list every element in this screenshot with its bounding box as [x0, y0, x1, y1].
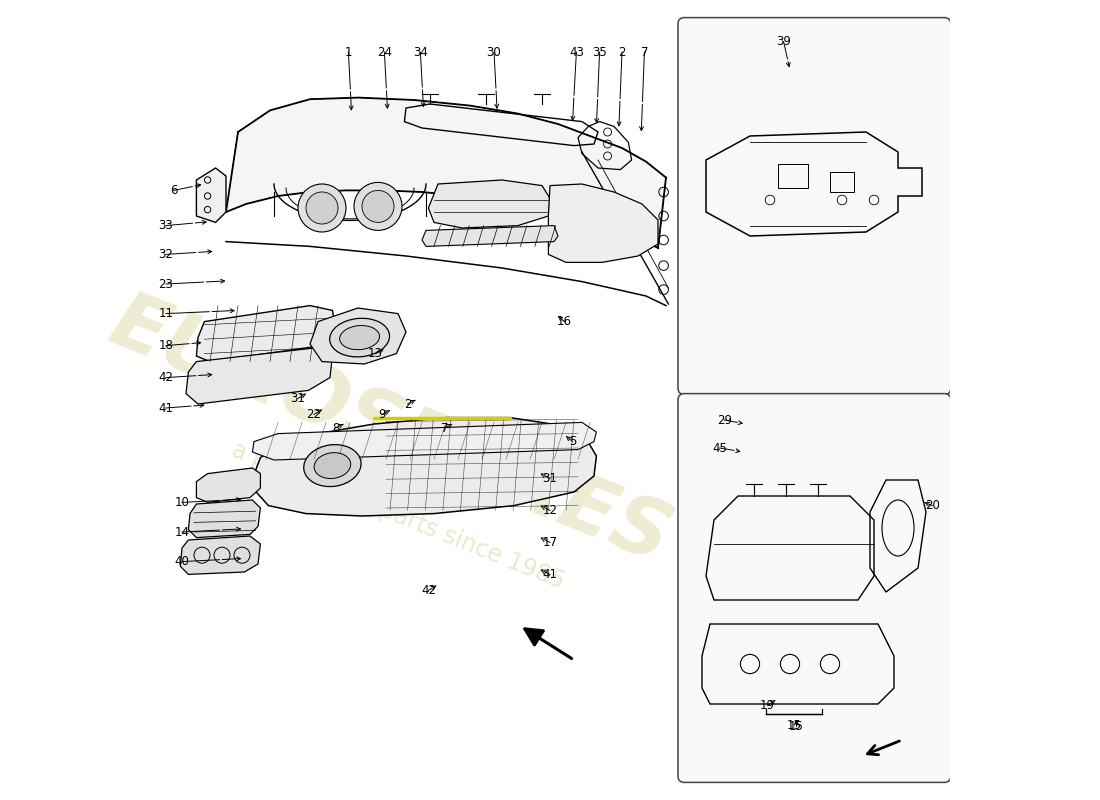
Text: 31: 31	[542, 472, 558, 485]
Text: 22: 22	[307, 408, 321, 421]
Text: 9: 9	[378, 408, 386, 421]
Text: 41: 41	[542, 568, 558, 581]
Ellipse shape	[330, 318, 389, 357]
Text: 8: 8	[332, 422, 339, 434]
Text: 16: 16	[557, 315, 572, 328]
Text: 2: 2	[618, 46, 626, 58]
Text: 5: 5	[569, 435, 576, 448]
Text: 33: 33	[158, 219, 174, 232]
Text: 14: 14	[175, 526, 189, 538]
Text: 15: 15	[786, 719, 802, 732]
Circle shape	[298, 184, 346, 232]
Text: 45: 45	[712, 442, 727, 454]
Text: 11: 11	[158, 307, 174, 320]
Polygon shape	[180, 536, 261, 574]
Polygon shape	[310, 308, 406, 364]
Bar	[778, 164, 808, 188]
Text: 20: 20	[925, 499, 939, 512]
Polygon shape	[197, 468, 261, 502]
Text: 40: 40	[175, 555, 189, 568]
Text: 10: 10	[175, 496, 189, 509]
Text: 12: 12	[542, 504, 558, 517]
Text: 24: 24	[377, 46, 392, 58]
Bar	[830, 172, 854, 192]
Text: 2: 2	[404, 398, 411, 410]
Text: 42: 42	[158, 371, 174, 384]
Text: 17: 17	[542, 536, 558, 549]
Text: 15: 15	[789, 720, 804, 733]
Text: 7: 7	[640, 46, 648, 58]
FancyBboxPatch shape	[678, 394, 950, 782]
Polygon shape	[226, 98, 666, 248]
Text: EUROSPARES: EUROSPARES	[98, 284, 682, 580]
Text: 19: 19	[760, 699, 775, 712]
Polygon shape	[197, 168, 226, 222]
Polygon shape	[549, 184, 658, 262]
Polygon shape	[188, 500, 261, 538]
Polygon shape	[428, 180, 550, 228]
Polygon shape	[186, 348, 332, 404]
Polygon shape	[254, 418, 596, 516]
Text: 18: 18	[158, 339, 174, 352]
Polygon shape	[422, 226, 558, 246]
Text: 6: 6	[170, 184, 178, 197]
Text: 13: 13	[368, 347, 383, 360]
Text: 31: 31	[290, 392, 306, 405]
Text: 29: 29	[717, 414, 732, 426]
Polygon shape	[197, 306, 336, 362]
FancyBboxPatch shape	[678, 18, 950, 394]
Ellipse shape	[340, 326, 379, 350]
Text: 32: 32	[158, 248, 174, 261]
Circle shape	[362, 190, 394, 222]
Ellipse shape	[304, 445, 361, 486]
Ellipse shape	[315, 453, 351, 478]
Text: 7: 7	[441, 422, 448, 434]
Text: a passion for parts since 1985: a passion for parts since 1985	[228, 438, 568, 594]
Text: 30: 30	[486, 46, 502, 58]
Circle shape	[354, 182, 402, 230]
Polygon shape	[252, 422, 596, 460]
Text: 39: 39	[777, 35, 791, 48]
Text: 1: 1	[344, 46, 352, 58]
Text: 34: 34	[412, 46, 428, 58]
Text: 35: 35	[592, 46, 607, 58]
Circle shape	[306, 192, 338, 224]
Text: 23: 23	[158, 278, 174, 290]
Text: 42: 42	[421, 584, 436, 597]
Text: 43: 43	[569, 46, 584, 58]
Text: 41: 41	[158, 402, 174, 414]
